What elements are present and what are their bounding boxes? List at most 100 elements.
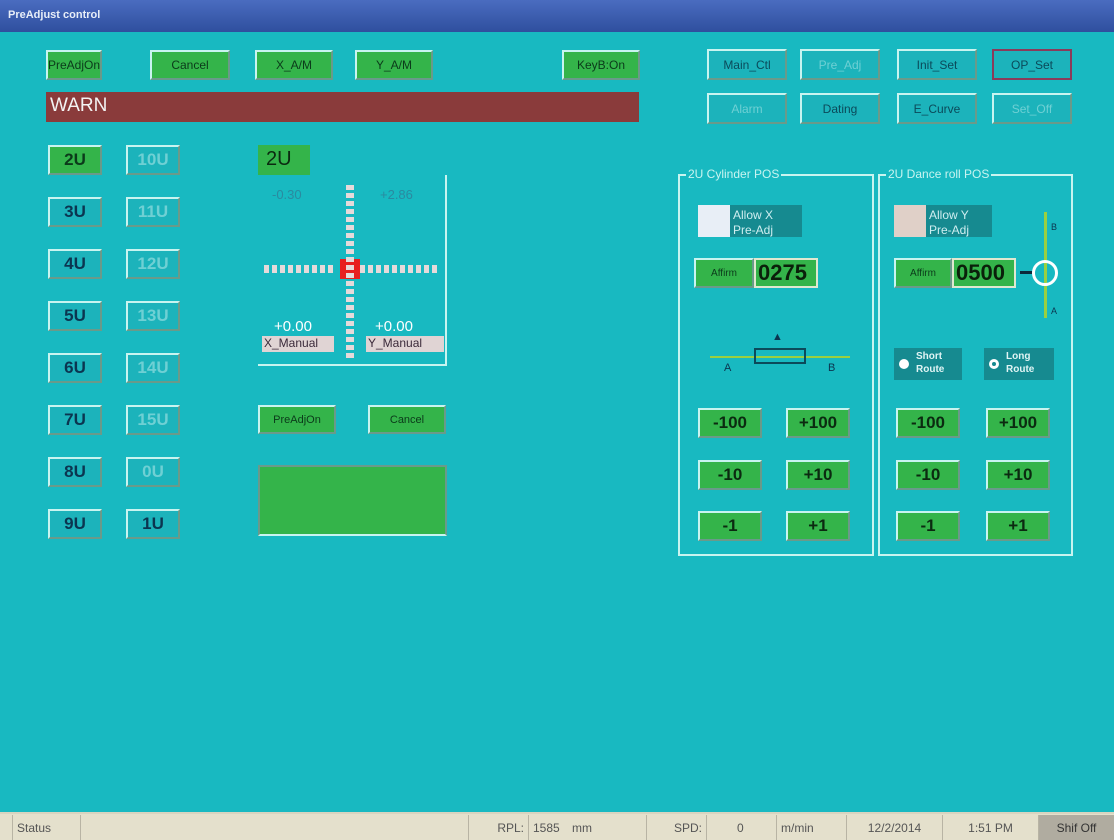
dance-plus-100[interactable]: +100 xyxy=(986,408,1050,438)
unit-button-8u[interactable]: 8U xyxy=(48,457,102,487)
nav-init-set[interactable]: Init_Set xyxy=(897,49,977,80)
y-scale-tick xyxy=(346,353,354,358)
y-manual-value: +0.00 xyxy=(375,318,413,335)
y-scale-tick xyxy=(346,329,354,334)
y-scale-tick xyxy=(346,265,354,270)
unit-button-11u[interactable]: 11U xyxy=(126,197,180,227)
dance-minus-10[interactable]: -10 xyxy=(896,460,960,490)
dance-label-a: A xyxy=(1051,306,1058,316)
x-am-button[interactable]: X_A/M xyxy=(255,50,333,80)
cylinder-minus-100[interactable]: -100 xyxy=(698,408,762,438)
dance-value-input[interactable]: 0500 xyxy=(952,258,1016,288)
y-manual-button[interactable]: Y_Manual xyxy=(366,336,444,352)
dance-minus-100[interactable]: -100 xyxy=(896,408,960,438)
cylinder-label-a: A xyxy=(724,362,732,374)
x-manual-value: +0.00 xyxy=(274,318,312,335)
unit-button-6u[interactable]: 6U xyxy=(48,353,102,383)
unit-button-14u[interactable]: 14U xyxy=(126,353,180,383)
unit-button-3u[interactable]: 3U xyxy=(48,197,102,227)
rpl-label: RPL: xyxy=(468,815,528,840)
y-scale-tick xyxy=(346,257,354,262)
dance-affirm-button[interactable]: Affirm xyxy=(894,258,952,288)
y-scale-tick xyxy=(346,193,354,198)
cylinder-track xyxy=(710,356,850,358)
window-title-bar: PreAdjust control xyxy=(0,0,1114,32)
allow-x-label: Allow X Pre-Adj xyxy=(730,205,802,237)
x-manual-button[interactable]: X_Manual xyxy=(262,336,334,352)
rpl-unit: mm xyxy=(568,815,646,840)
cylinder-plus-100[interactable]: +100 xyxy=(786,408,850,438)
cylinder-plus-1[interactable]: +1 xyxy=(786,511,850,541)
y-scale-tick xyxy=(346,217,354,222)
allow-x-checkbox[interactable] xyxy=(698,205,730,237)
cylinder-pos-group: 2U Cylinder POS Allow X Pre-Adj Affirm 0… xyxy=(678,167,874,556)
unit-button-2u[interactable]: 2U xyxy=(48,145,102,175)
x-scale-tick xyxy=(424,265,429,273)
cylinder-minus-1[interactable]: -1 xyxy=(698,511,762,541)
y-scale-tick xyxy=(346,321,354,326)
allow-y-checkbox[interactable] xyxy=(894,205,926,237)
status-label: Status xyxy=(12,815,80,840)
unit-button-4u[interactable]: 4U xyxy=(48,249,102,279)
cylinder-plus-10[interactable]: +10 xyxy=(786,460,850,490)
y-scale-tick xyxy=(346,281,354,286)
unit-button-0u[interactable]: 0U xyxy=(126,457,180,487)
short-route-radio[interactable]: Short Route xyxy=(894,348,962,380)
y-scale-tick xyxy=(346,241,354,246)
x-value: -0.30 xyxy=(272,187,302,202)
long-route-radio[interactable]: Long Route xyxy=(984,348,1054,380)
y-am-button[interactable]: Y_A/M xyxy=(355,50,433,80)
spd-label: SPD: xyxy=(646,815,706,840)
nav-e-curve[interactable]: E_Curve xyxy=(897,93,977,124)
nav-alarm[interactable]: Alarm xyxy=(707,93,787,124)
x-scale-tick xyxy=(280,265,285,273)
cancel-button[interactable]: Cancel xyxy=(150,50,230,80)
unit-button-9u[interactable]: 9U xyxy=(48,509,102,539)
xy-position-panel: -0.30 +2.86 +0.00 +0.00 X_Manual Y_Manua… xyxy=(258,175,447,366)
y-scale-tick xyxy=(346,313,354,318)
dance-label-b: B xyxy=(1051,222,1058,232)
panel-preadj-on-button[interactable]: PreAdjOn xyxy=(258,405,336,434)
cylinder-affirm-button[interactable]: Affirm xyxy=(694,258,754,288)
cylinder-value-input[interactable]: 0275 xyxy=(754,258,818,288)
nav-set-off[interactable]: Set_Off xyxy=(992,93,1072,124)
spd-unit: m/min xyxy=(776,815,846,840)
x-scale-tick xyxy=(376,265,381,273)
unit-button-13u[interactable]: 13U xyxy=(126,301,180,331)
status-date: 12/2/2014 xyxy=(846,815,942,840)
dance-plus-1[interactable]: +1 xyxy=(986,511,1050,541)
y-scale-tick xyxy=(346,225,354,230)
unit-button-7u[interactable]: 7U xyxy=(48,405,102,435)
keyboard-on-button[interactable]: KeyB:On xyxy=(562,50,640,80)
y-scale-tick xyxy=(346,233,354,238)
dance-minus-1[interactable]: -1 xyxy=(896,511,960,541)
unit-button-5u[interactable]: 5U xyxy=(48,301,102,331)
unit-button-12u[interactable]: 12U xyxy=(126,249,180,279)
x-scale-tick xyxy=(304,265,309,273)
unit-button-1u[interactable]: 1U xyxy=(126,509,180,539)
preadj-on-button[interactable]: PreAdjOn xyxy=(46,50,102,80)
unit-button-15u[interactable]: 15U xyxy=(126,405,180,435)
nav-dating[interactable]: Dating xyxy=(800,93,880,124)
rpl-value: 1585 xyxy=(528,815,568,840)
dance-roll-icon xyxy=(1032,260,1058,286)
x-scale-tick xyxy=(392,265,397,273)
x-scale-tick xyxy=(432,265,437,273)
y-scale-tick xyxy=(346,297,354,302)
short-route-label: Short Route xyxy=(916,351,945,375)
nav-main-ctl[interactable]: Main_Ctl xyxy=(707,49,787,80)
unit-button-10u[interactable]: 10U xyxy=(126,145,180,175)
y-scale-tick xyxy=(346,185,354,190)
x-scale-tick xyxy=(384,265,389,273)
cylinder-minus-10[interactable]: -10 xyxy=(698,460,762,490)
nav-op-set[interactable]: OP_Set xyxy=(992,49,1072,80)
nav-pre-adj[interactable]: Pre_Adj xyxy=(800,49,880,80)
x-scale-tick xyxy=(408,265,413,273)
panel-cancel-button[interactable]: Cancel xyxy=(368,405,446,434)
dance-plus-10[interactable]: +10 xyxy=(986,460,1050,490)
y-scale-tick xyxy=(346,273,354,278)
y-scale-tick xyxy=(346,249,354,254)
y-scale-tick xyxy=(346,305,354,310)
x-scale-tick xyxy=(272,265,277,273)
message-display xyxy=(258,465,447,536)
